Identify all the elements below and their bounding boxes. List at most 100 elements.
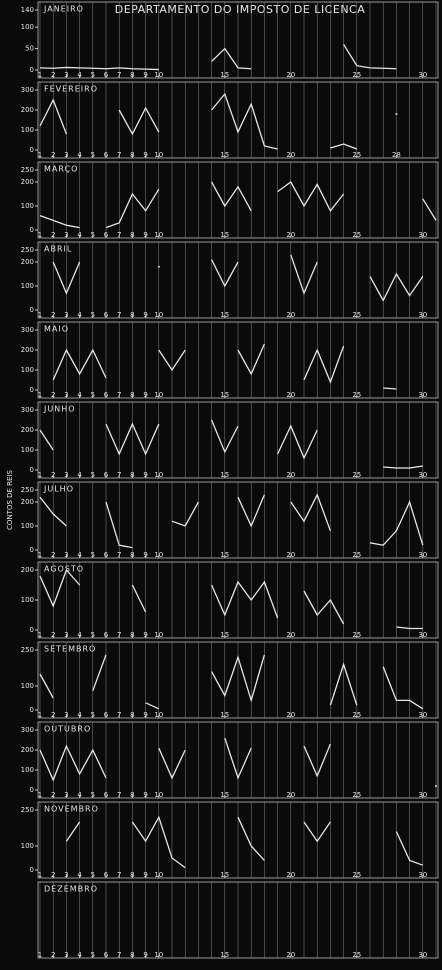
month-label: FEVEREIRO (44, 85, 98, 94)
y-tick-label: 300 (21, 86, 34, 94)
y-tick-label: 0 (30, 706, 34, 714)
month-label: MAIO (44, 325, 69, 334)
month-panel: MARÇO01002002501234567891015202530 (21, 161, 439, 239)
series-line (330, 143, 358, 150)
series-line (237, 343, 265, 376)
series-line (65, 821, 81, 842)
month-panel: FEVEREIRO01002003001234567891015202528 (21, 81, 439, 159)
series-line (369, 500, 424, 546)
y-tick-label: 250 (21, 646, 34, 654)
series-line (237, 494, 265, 528)
month-panel: MAIO01002003001234567891015202530 (21, 321, 439, 399)
series-line (92, 654, 107, 692)
series-line (39, 214, 80, 229)
series-line (303, 345, 345, 384)
series-line (329, 662, 358, 706)
series-line (290, 254, 318, 296)
y-tick-label: 100 (21, 842, 34, 850)
series-line (158, 747, 186, 780)
y-tick-label: 200 (21, 258, 34, 266)
y-tick-label: 0 (30, 866, 34, 874)
series-line (39, 66, 159, 71)
series-line (395, 831, 424, 866)
y-tick-label: 200 (21, 178, 34, 186)
y-axis-label: CONTOS DE REIS (6, 469, 14, 529)
series-line (303, 743, 332, 778)
series-line (39, 568, 81, 608)
y-tick-label: 0 (30, 306, 34, 314)
y-tick-label: 0 (30, 146, 34, 154)
y-tick-label: 200 (21, 106, 34, 114)
y-tick-label: 300 (21, 406, 34, 414)
series-line (52, 348, 107, 381)
series-line (237, 816, 265, 861)
y-tick-label: 140 (21, 6, 34, 14)
series-line (211, 259, 239, 288)
y-tick-label: 200 (21, 746, 34, 754)
month-panel: JULHO01002002501234567891015202530 (21, 481, 439, 559)
series-line (39, 744, 107, 782)
series-line (39, 429, 54, 451)
series-line (145, 702, 160, 710)
series-point (435, 785, 437, 787)
month-label: MARÇO (44, 165, 78, 174)
y-tick-label: 250 (21, 166, 34, 174)
month-panel: AGOSTO01002001234567891015202530 (21, 561, 439, 639)
y-tick-label: 0 (30, 66, 34, 74)
y-tick-label: 0 (30, 626, 34, 634)
series-line (210, 419, 239, 454)
y-tick-label: 100 (21, 766, 34, 774)
series-line (211, 654, 266, 703)
month-label: NOVEMBRO (44, 805, 99, 814)
series-line (211, 181, 252, 212)
series-line (382, 666, 424, 710)
y-tick-label: 250 (21, 806, 34, 814)
series-line (158, 349, 186, 372)
series-line (290, 493, 332, 532)
series-line (383, 387, 397, 390)
series-line (39, 496, 67, 527)
y-tick-label: 200 (21, 426, 34, 434)
y-tick-label: 300 (21, 726, 34, 734)
month-label: JULHO (43, 485, 74, 494)
series-line (131, 584, 147, 613)
month-label: JANEIRO (43, 5, 84, 14)
series-line (277, 424, 318, 460)
month-label: ABRIL (44, 245, 72, 254)
y-tick-label: 100 (21, 596, 34, 604)
y-tick-label: 200 (21, 566, 34, 574)
series-line (211, 92, 278, 150)
series-line (211, 47, 252, 70)
series-line (343, 43, 397, 70)
month-panel: JANEIRO0501001401234567891015202530 (21, 1, 439, 79)
chart-title: DEPARTAMENTO DO IMPOSTO DE LICENCA (115, 3, 366, 16)
month-label: DEZEMBRO (44, 885, 98, 894)
y-tick-label: 0 (30, 546, 34, 554)
series-point (157, 265, 160, 268)
series-line (39, 98, 68, 135)
y-tick-label: 50 (25, 45, 34, 53)
month-panel: DEZEMBRO1234567891015202530 (37, 881, 439, 959)
series-line (105, 422, 160, 456)
y-tick-label: 100 (21, 366, 34, 374)
series-line (224, 737, 252, 780)
y-tick-label: 0 (30, 226, 34, 234)
month-panel: SETEMBRO01002501234567891015202530 (21, 641, 439, 719)
month-label: AGOSTO (44, 565, 84, 574)
y-tick-label: 250 (21, 486, 34, 494)
series-line (211, 580, 279, 619)
month-panel: NOVEMBRO01002501234567891015202530 (21, 801, 439, 879)
y-tick-label: 100 (21, 282, 34, 290)
series-line (422, 198, 437, 221)
y-tick-label: 200 (21, 498, 34, 506)
month-label: JUNHO (43, 405, 76, 414)
series-line (39, 673, 54, 699)
series-point (395, 113, 398, 115)
series-line (369, 272, 424, 302)
y-tick-label: 0 (30, 466, 34, 474)
y-tick-label: 0 (30, 386, 34, 394)
y-tick-label: 100 (21, 446, 34, 454)
y-tick-label: 100 (21, 522, 34, 530)
series-line (383, 465, 423, 469)
month-label: OUTUBRO (44, 725, 91, 734)
